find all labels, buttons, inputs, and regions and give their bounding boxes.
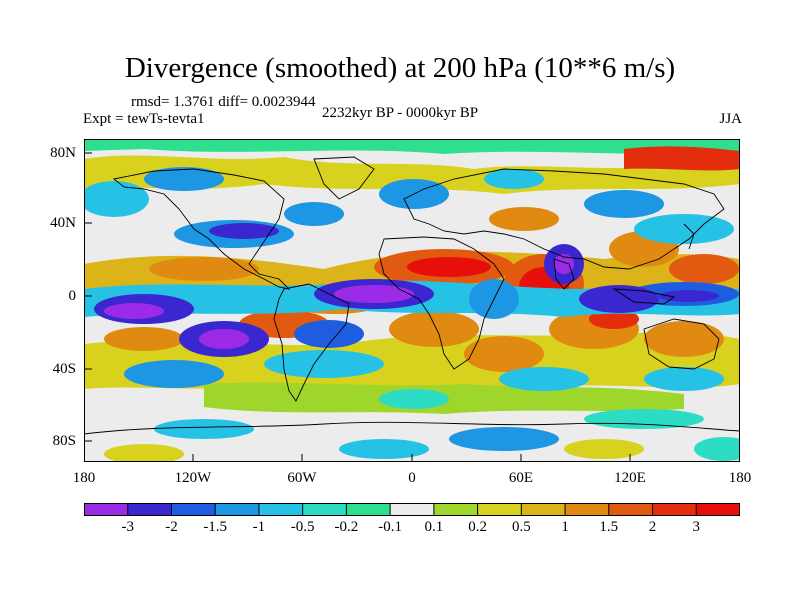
colorbar-swatch — [215, 503, 260, 516]
divergence-map — [84, 139, 740, 462]
colorbar-swatch — [696, 503, 740, 516]
x-tick-60w: 60W — [287, 470, 317, 486]
y-tick-0: 0 — [68, 288, 77, 304]
coastline-south-america — [273, 283, 350, 402]
colorbar-label: -0.5 — [290, 519, 315, 535]
experiment-label: Expt = tewTs-tevta1 — [83, 111, 205, 127]
colorbar-swatch — [84, 503, 129, 516]
x-tick-120w: 120W — [174, 470, 212, 486]
colorbar-swatch — [608, 503, 654, 516]
plot-title: Divergence (smoothed) at 200 hPa (10**6 … — [124, 52, 676, 84]
colorbar-label: -0.2 — [334, 519, 359, 535]
season-label: JJA — [719, 111, 742, 127]
colorbar-swatch — [302, 503, 347, 516]
colorbar-label: 0.2 — [468, 519, 487, 535]
colorbar-label: -1 — [252, 519, 266, 535]
colorbar-label: 2 — [648, 519, 657, 535]
colorbar-swatch — [127, 503, 172, 516]
coastline-africa — [378, 236, 505, 370]
colorbar-label: -3 — [121, 519, 134, 535]
colorbar-swatch — [521, 503, 566, 516]
coastline-north-america — [112, 168, 291, 290]
colorbar — [84, 503, 740, 516]
colorbar-swatch — [390, 503, 435, 516]
y-tick-40s: 40S — [52, 361, 76, 377]
colorbar-label: 0.1 — [424, 519, 444, 535]
colorbar-label: 1.5 — [599, 519, 619, 535]
x-tick-0: 0 — [408, 470, 416, 486]
colorbar-label: 0.5 — [511, 519, 531, 535]
colorbar-swatch — [433, 503, 479, 516]
colorbar-swatch — [171, 503, 216, 516]
colorbar-label: -2 — [165, 519, 178, 535]
x-tick-180e: 180 — [728, 470, 752, 486]
x-tick-60e: 60E — [508, 470, 534, 486]
colorbar-swatch — [565, 503, 610, 516]
colorbar-swatch — [258, 503, 304, 516]
period-label: 2232kyr BP - 0000kyr BP — [322, 105, 479, 121]
negative-anomaly-fields — [84, 167, 740, 462]
colorbar-swatch — [477, 503, 522, 516]
coastlines — [84, 156, 740, 435]
colorbar-frame — [84, 503, 740, 516]
coastline-antarctica — [84, 421, 740, 435]
coastline-india — [553, 258, 575, 290]
colorbar-swatch — [346, 503, 391, 516]
x-tick-180w: 180 — [72, 470, 96, 486]
colorbar-label: 1 — [561, 519, 569, 535]
rmsd-label: rmsd= 1.3761 diff= 0.0023944 — [131, 94, 316, 110]
colorbar-label: -1.5 — [203, 519, 228, 535]
coastline-eurasia — [403, 168, 725, 270]
y-tick-80n: 80N — [50, 145, 76, 161]
colorbar-label: -0.1 — [378, 519, 402, 535]
coastline-australia — [643, 318, 720, 370]
y-tick-80s: 80S — [52, 433, 76, 449]
axis-ticks — [84, 152, 631, 462]
colorbar-swatch — [652, 503, 697, 516]
coastline-indonesia — [612, 288, 676, 305]
colorbar-label: 3 — [692, 519, 701, 535]
coastline-greenland — [313, 156, 375, 200]
x-tick-120e: 120E — [614, 470, 646, 486]
y-tick-40n: 40N — [50, 215, 76, 231]
coastline-japan — [683, 223, 695, 250]
